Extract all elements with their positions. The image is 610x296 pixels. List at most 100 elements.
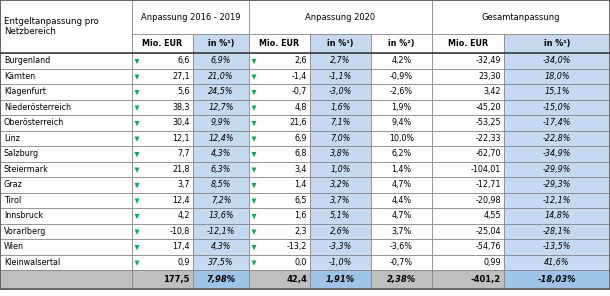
Text: in %¹): in %¹) — [327, 39, 354, 48]
Bar — [132, 270, 193, 289]
Bar — [310, 34, 371, 53]
Bar — [371, 162, 432, 177]
Text: Vorarlberg: Vorarlberg — [4, 227, 46, 236]
Polygon shape — [251, 199, 256, 204]
Bar — [249, 192, 310, 208]
Text: 21,8: 21,8 — [173, 165, 190, 174]
Bar — [0, 115, 132, 131]
Text: 6,9%: 6,9% — [211, 56, 231, 65]
Bar — [249, 131, 310, 146]
Text: 4,8: 4,8 — [295, 103, 307, 112]
Bar — [504, 162, 610, 177]
Bar — [504, 115, 610, 131]
Bar — [132, 34, 193, 53]
Text: -12,71: -12,71 — [476, 180, 501, 189]
Bar — [193, 84, 249, 99]
Text: 7,98%: 7,98% — [206, 275, 235, 284]
Text: -53,25: -53,25 — [475, 118, 501, 127]
Text: 2,6: 2,6 — [295, 56, 307, 65]
Text: -0,7%: -0,7% — [390, 258, 413, 267]
Text: 37,5%: 37,5% — [208, 258, 234, 267]
Text: in %¹): in %¹) — [544, 39, 570, 48]
Bar — [371, 270, 432, 289]
Bar — [249, 146, 310, 162]
Text: Burgenland: Burgenland — [4, 56, 50, 65]
Text: 6,9: 6,9 — [295, 134, 307, 143]
Bar — [504, 99, 610, 115]
Text: 7,2%: 7,2% — [211, 196, 231, 205]
Bar — [432, 223, 504, 239]
Bar — [0, 131, 132, 146]
Text: 4,3%: 4,3% — [211, 149, 231, 158]
Text: 3,7: 3,7 — [178, 180, 190, 189]
Bar — [132, 131, 193, 146]
Text: 12,4%: 12,4% — [208, 134, 234, 143]
Bar — [132, 84, 193, 99]
Text: in %²): in %²) — [388, 39, 415, 48]
Text: 18,0%: 18,0% — [544, 72, 570, 81]
Text: 1,6%: 1,6% — [330, 103, 351, 112]
Polygon shape — [135, 121, 140, 126]
Bar — [132, 99, 193, 115]
Bar — [249, 68, 310, 84]
Text: 0,9: 0,9 — [178, 258, 190, 267]
Bar — [0, 53, 132, 68]
Bar — [371, 131, 432, 146]
Text: 6,6: 6,6 — [178, 56, 190, 65]
Bar — [432, 84, 504, 99]
Bar — [371, 146, 432, 162]
Bar — [504, 239, 610, 255]
Text: 12,4: 12,4 — [173, 196, 190, 205]
Text: -34,0%: -34,0% — [543, 56, 571, 65]
Text: Kämten: Kämten — [4, 72, 35, 81]
Text: -104,01: -104,01 — [471, 165, 501, 174]
Text: 21,0%: 21,0% — [208, 72, 234, 81]
Bar — [132, 239, 193, 255]
Bar — [432, 34, 504, 53]
Polygon shape — [251, 136, 256, 142]
Text: -12,1%: -12,1% — [543, 196, 571, 205]
Text: -3,3%: -3,3% — [329, 242, 352, 251]
Text: Mio. EUR: Mio. EUR — [448, 39, 488, 48]
Text: 12,1: 12,1 — [173, 134, 190, 143]
Polygon shape — [251, 90, 256, 95]
Text: Entgeltanpassung pro
Netzbereich: Entgeltanpassung pro Netzbereich — [4, 17, 99, 36]
Text: 2,38%: 2,38% — [387, 275, 416, 284]
Text: Tirol: Tirol — [4, 196, 21, 205]
Text: 1,9%: 1,9% — [392, 103, 412, 112]
Bar — [432, 162, 504, 177]
Bar — [310, 68, 371, 84]
Text: 5,1%: 5,1% — [330, 211, 351, 220]
Bar — [193, 162, 249, 177]
Text: Oberösterreich: Oberösterreich — [4, 118, 64, 127]
Bar — [504, 255, 610, 270]
Bar — [371, 255, 432, 270]
Bar — [432, 99, 504, 115]
Bar — [132, 208, 193, 223]
Text: -32,49: -32,49 — [476, 56, 501, 65]
Bar — [310, 223, 371, 239]
Bar — [249, 255, 310, 270]
Text: 8,5%: 8,5% — [211, 180, 231, 189]
Polygon shape — [135, 136, 140, 142]
Text: -28,1%: -28,1% — [543, 227, 571, 236]
Bar — [371, 192, 432, 208]
Bar — [371, 34, 432, 53]
Text: -22,8%: -22,8% — [543, 134, 571, 143]
Text: 1,6: 1,6 — [295, 211, 307, 220]
Text: Salzburg: Salzburg — [4, 149, 39, 158]
Text: -18,03%: -18,03% — [538, 275, 576, 284]
Bar — [249, 53, 310, 68]
Text: -62,70: -62,70 — [476, 149, 501, 158]
Text: 3,42: 3,42 — [484, 87, 501, 96]
Bar — [504, 131, 610, 146]
Text: 4,7%: 4,7% — [392, 180, 412, 189]
Text: -1,0%: -1,0% — [329, 258, 352, 267]
Text: 3,4: 3,4 — [295, 165, 307, 174]
Bar — [371, 239, 432, 255]
Text: -1,4: -1,4 — [292, 72, 307, 81]
Polygon shape — [251, 183, 256, 188]
Text: 1,4: 1,4 — [295, 180, 307, 189]
Text: 17,4: 17,4 — [173, 242, 190, 251]
Bar — [249, 223, 310, 239]
